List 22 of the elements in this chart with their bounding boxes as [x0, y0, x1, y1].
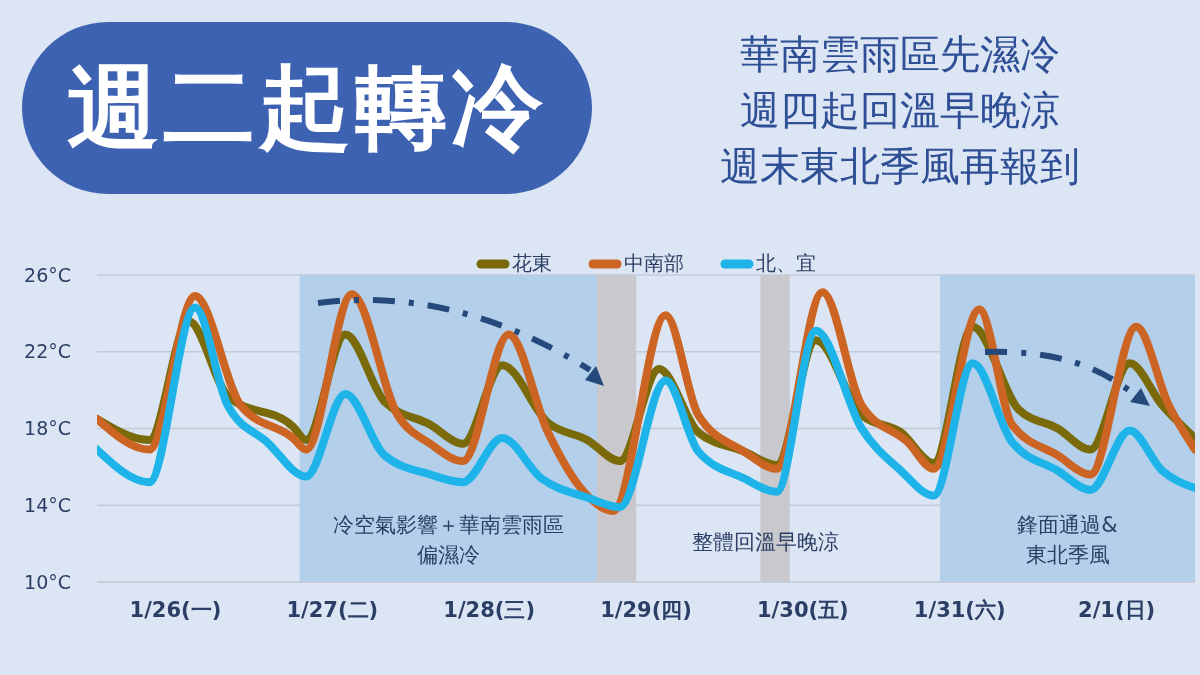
chart-subtitle: 華南雲雨區先濕冷 — [739, 30, 1061, 79]
y-tick-label: 14°C — [24, 493, 71, 516]
annotation: 整體回溫早晚涼 — [690, 529, 840, 556]
text: 週末東北季風再報到 — [719, 142, 1081, 191]
x-tick-label: 1/29(四) — [600, 597, 692, 622]
x-tick-label: 1/31(六) — [913, 597, 1006, 622]
band-label: 冷空氣影響＋華南雲雨區偏濕冷 — [331, 512, 565, 569]
text: 週四起回溫早晚涼 — [739, 86, 1061, 135]
x-tick-label: 1/30(五) — [757, 597, 849, 622]
chart-title: 週二起轉冷 — [22, 22, 592, 194]
y-tick-label: 18°C — [24, 417, 71, 440]
legend-label: 中南部 — [623, 250, 684, 277]
x-tick-label: 2/1(日) — [1078, 597, 1156, 622]
legend-label: 花東 — [511, 250, 552, 277]
legend-label: 北、宜 — [755, 250, 816, 277]
y-tick-label: 26°C — [24, 263, 71, 286]
y-tick-label: 10°C — [24, 570, 71, 593]
x-tick-label: 1/27(二) — [286, 597, 379, 622]
x-tick-label: 1/26(一) — [129, 597, 222, 622]
y-tick-label: 22°C — [24, 340, 71, 363]
x-tick-label: 1/28(三) — [443, 597, 535, 622]
band-label: 鋒面通過&東北季風 — [1016, 512, 1119, 569]
